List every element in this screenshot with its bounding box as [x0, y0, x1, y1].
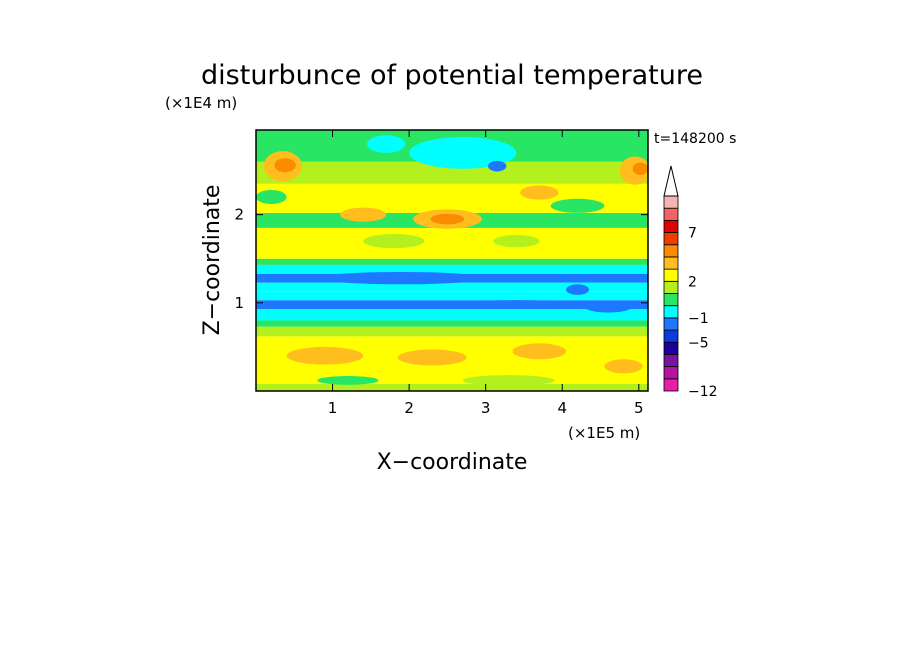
contour-band [256, 300, 648, 309]
contour-blob [363, 234, 425, 249]
colorbar-swatch [663, 317, 679, 331]
contour-blob [632, 162, 648, 175]
x-tick-label: 3 [481, 399, 491, 417]
contour-blob [455, 300, 578, 309]
colorbar-label: −5 [688, 335, 709, 351]
colorbar-label: −12 [688, 384, 718, 400]
colorbar-swatch [663, 329, 679, 343]
contour-blob [367, 135, 406, 153]
contour-blob [604, 359, 643, 374]
colorbar-swatch [663, 256, 679, 270]
colorbar-swatch [663, 195, 679, 209]
colorbar-swatch [663, 268, 679, 282]
contour-blob [317, 376, 379, 385]
contour-band [256, 161, 648, 184]
colorbar-label: −1 [688, 311, 709, 327]
chart-title: disturbunce of potential temperature [201, 60, 703, 91]
colorbar-label: 7 [688, 226, 697, 242]
contour-band [256, 282, 648, 292]
contour-blob [566, 284, 590, 295]
x-tick-label: 1 [328, 399, 338, 417]
contour-band [256, 383, 648, 391]
contour-band [256, 320, 648, 327]
contour-blob [487, 160, 507, 172]
colorbar-swatch [663, 378, 679, 392]
x-tick-label: 4 [557, 399, 567, 417]
x-axis: 1 2 3 4 5 [328, 130, 644, 417]
contour-blob [512, 343, 567, 360]
colorbar-swatch [663, 366, 679, 380]
contour-blob [520, 185, 559, 200]
colorbar-extend-triangle [663, 165, 679, 197]
contour-blob [550, 198, 605, 213]
contour-blob [274, 158, 296, 173]
time-stamp: t=148200 s [654, 131, 736, 147]
y-unit-label: (×1E4 m) [165, 94, 237, 112]
plot-frame [255, 129, 649, 392]
contour-blob [585, 301, 632, 313]
contour-band [256, 291, 648, 301]
colorbar-swatch [663, 305, 679, 319]
y-axis-label: Z−coordinate [200, 185, 225, 336]
colorbar-swatch [663, 207, 679, 221]
colorbar-swatch [663, 280, 679, 294]
y-axis: 12 [234, 206, 648, 312]
contour-band [256, 326, 648, 337]
colorbar-swatch [663, 244, 679, 258]
contour-band [256, 308, 648, 321]
contour-blob [340, 207, 387, 222]
contour-band [256, 258, 648, 265]
colorbar-swatch [663, 354, 679, 368]
contour-blob [286, 346, 364, 365]
x-axis-label: X−coordinate [377, 450, 528, 475]
colorbar-swatch [663, 293, 679, 307]
x-unit-label: (×1E5 m) [568, 424, 640, 442]
contour-blob [493, 234, 540, 248]
x-tick-label: 5 [634, 399, 644, 417]
contour-blob [462, 375, 555, 386]
contour-blob [397, 349, 467, 366]
contour-blob [409, 137, 517, 169]
contour-fill [256, 130, 648, 391]
y-tick-label: 2 [234, 206, 244, 224]
colorbar-swatch [663, 219, 679, 233]
colorbar-swatch [663, 341, 679, 355]
contour-blob [430, 213, 465, 225]
colorbar-swatch [663, 232, 679, 246]
contour-band [256, 227, 648, 259]
colorbar-label: 2 [688, 274, 697, 290]
contour-band [256, 264, 648, 274]
contour-blob [256, 189, 287, 205]
colorbar: 7 2 −1 −5 −12 [663, 165, 718, 400]
y-tick-label: 1 [234, 294, 244, 312]
contour-blob [317, 271, 486, 285]
x-tick-label: 2 [404, 399, 414, 417]
